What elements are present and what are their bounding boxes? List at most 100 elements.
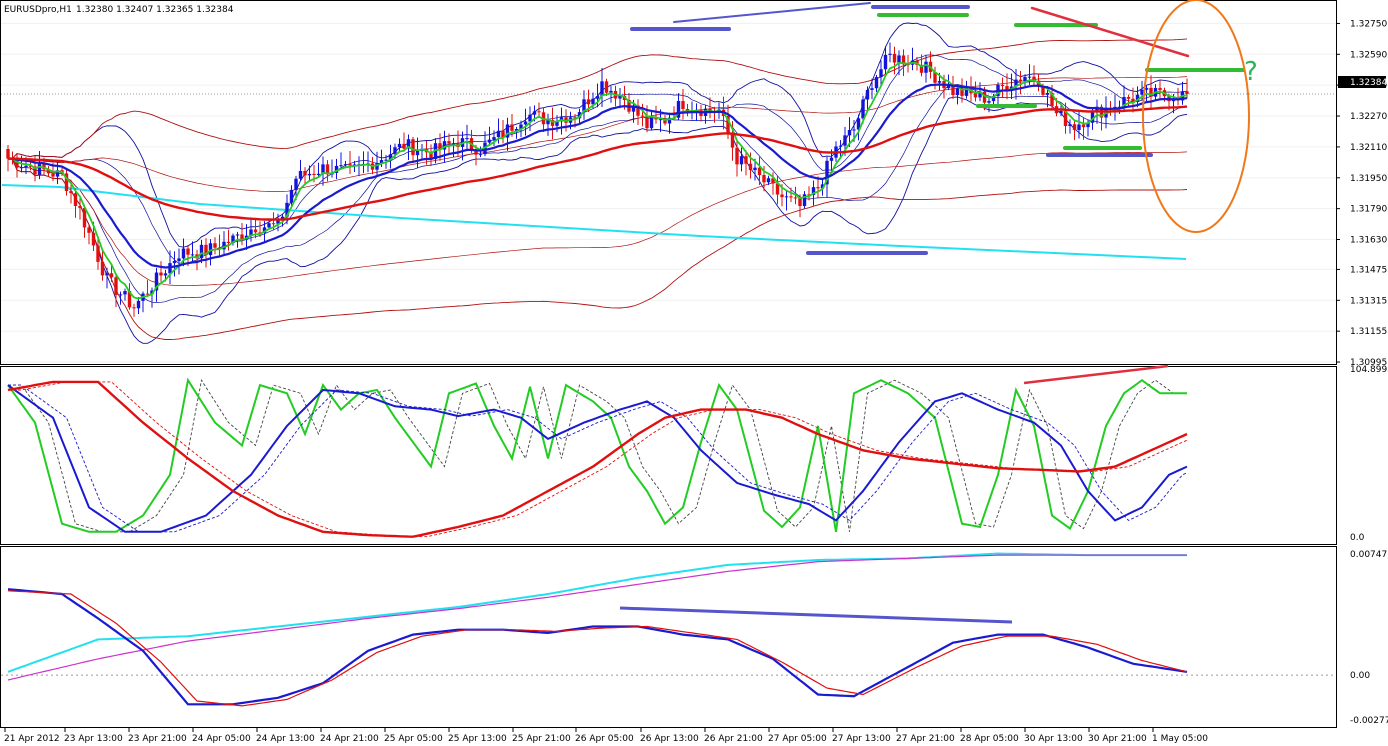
candle-body bbox=[303, 170, 307, 176]
candle-body bbox=[1000, 84, 1005, 87]
candle-body bbox=[96, 245, 100, 262]
macd-tick-label: 0.00747 bbox=[1350, 550, 1387, 560]
time-tick-label: 27 Apr 21:00 bbox=[896, 734, 955, 744]
candle-body bbox=[1014, 79, 1018, 87]
price-tick-label: 1.31475 bbox=[1350, 265, 1387, 275]
candle-body bbox=[298, 170, 303, 179]
candle-body bbox=[748, 163, 753, 171]
candle-body bbox=[19, 167, 24, 169]
candle-body bbox=[267, 223, 271, 228]
candle-body bbox=[235, 234, 240, 236]
candle-body bbox=[1185, 91, 1189, 95]
candle-body bbox=[838, 145, 843, 147]
candle-body bbox=[829, 157, 834, 161]
candle-body bbox=[1126, 97, 1131, 99]
candle-body bbox=[528, 114, 532, 122]
price-tick-label: 1.32110 bbox=[1350, 143, 1387, 153]
candle-body bbox=[1050, 93, 1054, 107]
candle-body bbox=[874, 77, 879, 89]
candle-body bbox=[1005, 86, 1009, 90]
candle-body bbox=[1086, 122, 1090, 128]
candle-body bbox=[550, 119, 555, 126]
candle-body bbox=[334, 165, 339, 173]
candle-body bbox=[1144, 87, 1149, 90]
candle-body bbox=[145, 293, 150, 295]
candle-body bbox=[609, 90, 613, 93]
candle-body bbox=[46, 169, 51, 174]
candle-body bbox=[870, 88, 874, 90]
candle-body bbox=[537, 111, 541, 113]
candle-body bbox=[379, 160, 384, 164]
candle-body bbox=[24, 165, 28, 168]
macd-trendline bbox=[619, 606, 1013, 624]
candle-body bbox=[406, 139, 411, 149]
candle-body bbox=[667, 117, 672, 124]
candle-body bbox=[618, 95, 622, 99]
candle-body bbox=[442, 141, 447, 150]
candle-body bbox=[798, 197, 802, 207]
candle-body bbox=[451, 143, 456, 145]
downtrend-line bbox=[1030, 6, 1190, 58]
candle-body bbox=[811, 187, 816, 195]
candle-body bbox=[600, 81, 604, 97]
candle-body bbox=[186, 248, 190, 255]
candle-body bbox=[163, 273, 168, 276]
candle-body bbox=[325, 164, 330, 175]
candle-body bbox=[181, 248, 186, 259]
candle-body bbox=[820, 184, 825, 189]
price-tick-label: 1.31315 bbox=[1350, 296, 1387, 306]
time-tick-label: 24 Apr 13:00 bbox=[256, 734, 315, 744]
candle-body bbox=[1131, 98, 1135, 102]
candle-body bbox=[51, 173, 55, 177]
candle-body bbox=[114, 277, 118, 295]
candle-body bbox=[312, 173, 316, 175]
candle-body bbox=[154, 272, 159, 291]
candle-body bbox=[15, 159, 19, 168]
candle-body bbox=[631, 105, 636, 112]
candle-body bbox=[222, 241, 226, 250]
time-tick-label: 27 Apr 05:00 bbox=[768, 734, 827, 744]
magenta-macd-line bbox=[7, 554, 1187, 681]
candle-body bbox=[1081, 124, 1086, 128]
candle-body bbox=[123, 291, 127, 295]
candle-body bbox=[879, 69, 883, 78]
bb120-lower-band bbox=[7, 158, 1188, 340]
candle-body bbox=[901, 55, 906, 65]
bb120-inner-upper bbox=[8, 76, 1188, 192]
oscillator-panel-frame bbox=[0, 366, 1337, 545]
macd-tick-label: 0.00 bbox=[1350, 671, 1370, 681]
time-tick-label: 25 Apr 21:00 bbox=[512, 734, 571, 744]
time-tick-label: 1 May 05:00 bbox=[1152, 734, 1208, 744]
oscillator-trendline bbox=[1023, 364, 1169, 385]
candle-body bbox=[1090, 110, 1095, 123]
candle-body bbox=[532, 111, 537, 115]
time-tick-label: 30 Apr 21:00 bbox=[1088, 734, 1147, 744]
candle-body bbox=[294, 178, 298, 190]
candle-body bbox=[573, 117, 577, 119]
candle-body bbox=[402, 143, 406, 149]
green-ema bbox=[7, 61, 1188, 300]
price-tick-label: 1.31155 bbox=[1350, 327, 1387, 337]
red-oscillator-line bbox=[7, 380, 1188, 538]
price-axis: 1.327501.325901.324301.322701.321101.319… bbox=[1336, 19, 1388, 726]
time-tick-label: 26 Apr 05:00 bbox=[575, 734, 634, 744]
candle-body bbox=[492, 137, 496, 140]
candle-body bbox=[213, 243, 217, 248]
candle-body bbox=[1077, 124, 1081, 130]
blue-signal-line bbox=[8, 384, 1188, 533]
candle-body bbox=[564, 117, 568, 123]
candle-body bbox=[919, 64, 924, 73]
candle-body bbox=[816, 187, 820, 189]
candle-body bbox=[663, 119, 667, 124]
candle-body bbox=[649, 117, 654, 129]
blue-oscillator-line bbox=[7, 384, 1188, 533]
candle-body bbox=[852, 129, 856, 131]
candle-body bbox=[519, 124, 523, 129]
candle-body bbox=[280, 216, 285, 219]
candle-body bbox=[946, 84, 951, 89]
candle-body bbox=[33, 166, 37, 175]
candle-body bbox=[636, 105, 640, 116]
candle-body bbox=[591, 98, 595, 105]
price-tick-label: 1.32590 bbox=[1350, 50, 1387, 60]
